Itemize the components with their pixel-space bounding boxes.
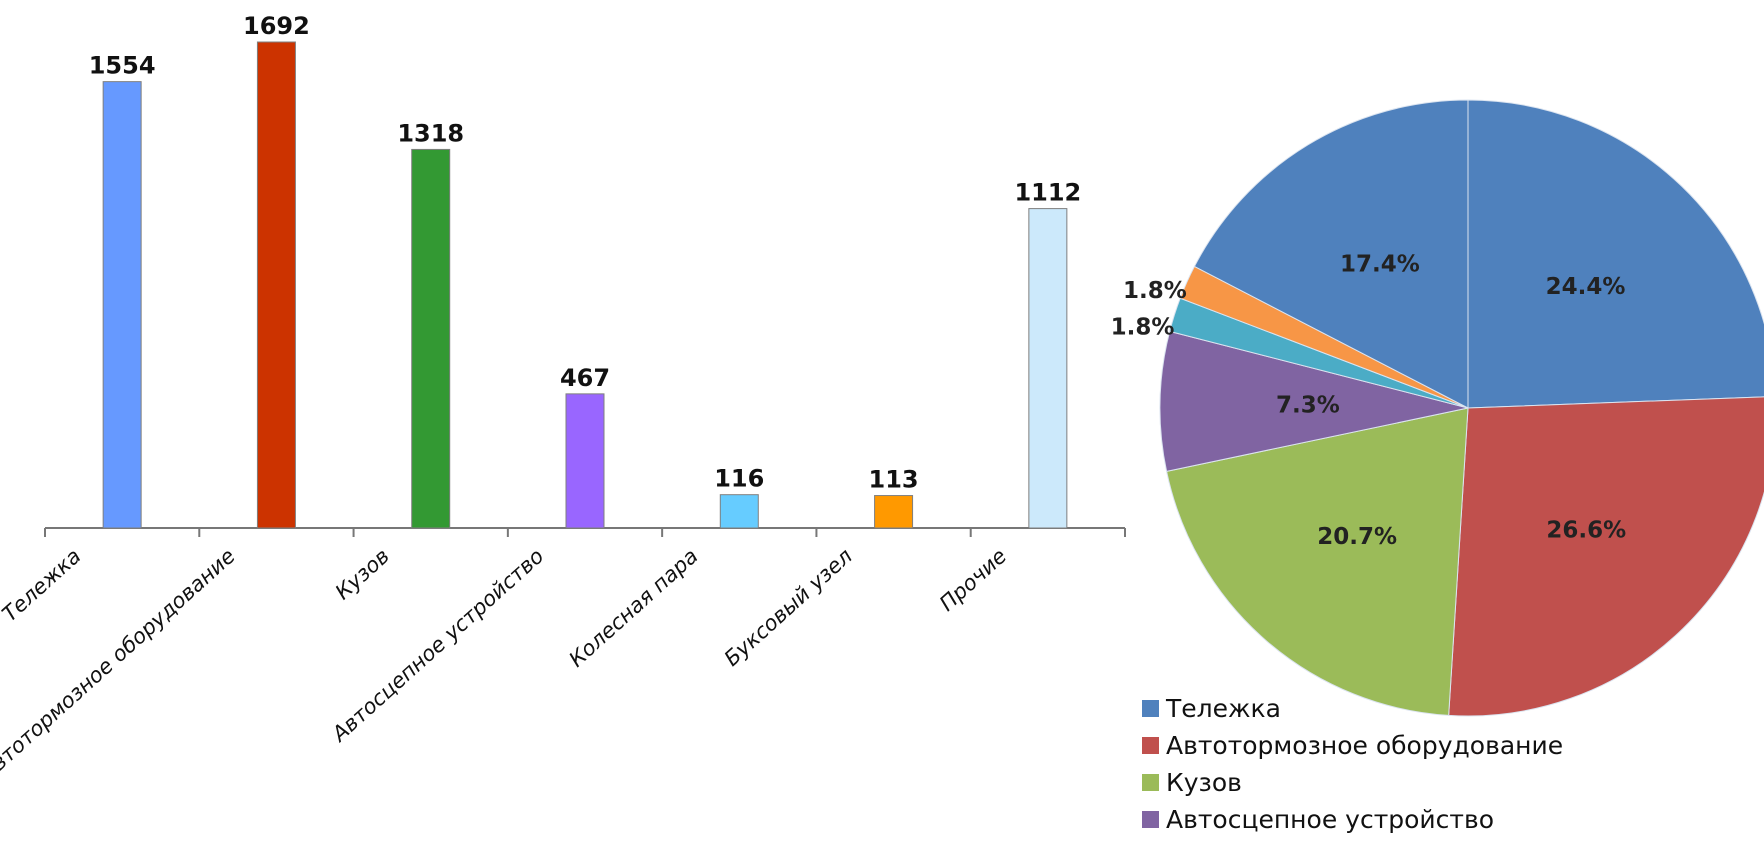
legend-swatch xyxy=(1142,737,1159,754)
bar-value-label: 113 xyxy=(869,466,919,494)
bar xyxy=(256,41,296,529)
legend-label: Автотормозное оборудование xyxy=(1166,731,1563,760)
bar xyxy=(411,148,451,529)
pie-chart: 24.4% 26.6% 20.7% 7.3% 1.8% 1.8% 17.4% Тележка А… xyxy=(1111,99,1764,834)
pie-slice-label: 17.4% xyxy=(1340,251,1420,277)
legend-label: Автосцепное устройство xyxy=(1166,805,1494,834)
pie-slice xyxy=(1166,407,1469,716)
legend-swatch xyxy=(1142,774,1159,791)
bar xyxy=(874,495,914,529)
category-tick-label: Прочие xyxy=(935,544,1011,616)
pie-slice-label: 1.8% xyxy=(1123,278,1187,304)
pie-slice-label: 26.6% xyxy=(1546,517,1626,543)
category-tick-label: Буксовый узел xyxy=(720,544,857,671)
bar-value-label: 1112 xyxy=(1014,179,1081,207)
pie-slice xyxy=(1448,396,1764,717)
pie-slice-label: 24.4% xyxy=(1546,274,1626,300)
legend-swatch xyxy=(1142,811,1159,828)
bar xyxy=(565,393,605,529)
pie-slice-label: 1.8% xyxy=(1111,315,1175,341)
legend: Тележка Автотормозное оборудование Кузов Ав… xyxy=(1142,694,1563,834)
category-tick-label: Колесная пара xyxy=(564,544,702,672)
bar xyxy=(102,81,142,529)
pie-slice xyxy=(1467,99,1764,409)
legend-swatch xyxy=(1142,700,1159,717)
bar xyxy=(1028,208,1068,529)
bar xyxy=(719,494,759,529)
legend-label: Тележка xyxy=(1165,694,1281,723)
category-tick-label: Тележка xyxy=(0,544,85,626)
pie-slice-label: 7.3% xyxy=(1276,392,1340,418)
pie-slice xyxy=(1193,99,1469,409)
pie-slice xyxy=(1159,330,1469,472)
bar-value-label: 1318 xyxy=(397,119,464,147)
legend-label: Кузов xyxy=(1166,768,1242,797)
bar-value-label: 467 xyxy=(560,364,610,392)
bar-value-label: 1692 xyxy=(243,12,310,40)
bar-value-label: 1554 xyxy=(89,52,156,80)
pie-slice-label: 20.7% xyxy=(1317,524,1397,550)
bar-value-label: 116 xyxy=(714,465,764,493)
category-tick-label: Кузов xyxy=(331,544,394,604)
